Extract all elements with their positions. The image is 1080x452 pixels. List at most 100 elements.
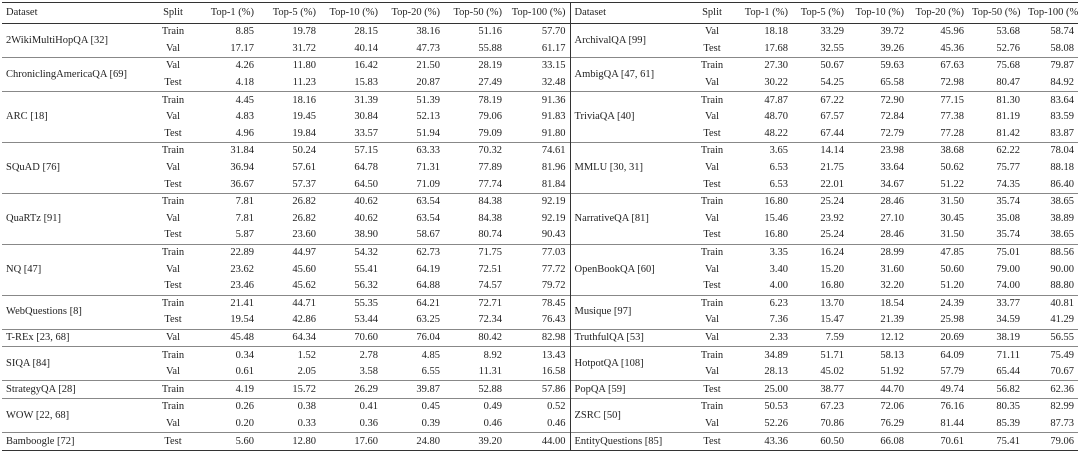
value-cell: 50.62 <box>940 162 964 174</box>
split-cell: Train <box>161 26 185 38</box>
value-cell: 36.67 <box>230 178 254 190</box>
value-cell: 24.39 <box>908 294 968 313</box>
split-cell: Val <box>166 212 180 224</box>
value-cell: 55.41 <box>354 263 378 275</box>
header-cell: Dataset <box>569 2 688 24</box>
value-cell: 3.35 <box>736 243 792 262</box>
value-cell: 55.88 <box>478 42 502 54</box>
value-cell: 23.98 <box>848 142 908 160</box>
value-cell: 81.42 <box>996 127 1020 139</box>
value-cell: 76.16 <box>908 398 968 416</box>
value-cell: 30.45 <box>940 212 964 224</box>
split-cell: Val <box>688 328 736 347</box>
dataset-cell: TruthfulQA [53] <box>569 328 688 347</box>
value-cell: 6.53 <box>769 178 788 190</box>
value-cell: 32.55 <box>820 42 844 54</box>
split-cell: Test <box>164 314 182 326</box>
value-cell: 56.82 <box>968 380 1024 399</box>
value-cell: 51.20 <box>940 280 964 292</box>
value-cell: 40.81 <box>1024 294 1078 313</box>
table-row: Val 17.17 31.72 40.14 47.73 55.88 61.17 Test 17.… <box>2 41 1078 58</box>
value-cell: 39.72 <box>880 26 904 38</box>
value-cell: 63.33 <box>382 142 444 160</box>
value-cell: 87.73 <box>1050 417 1074 429</box>
split-cell: Test <box>150 432 196 451</box>
value-cell: 62.73 <box>382 243 444 262</box>
split-cell: Test <box>703 127 721 139</box>
split-cell: Test <box>703 229 721 241</box>
value-cell: 0.26 <box>196 398 258 416</box>
value-cell: 75.49 <box>1024 346 1078 364</box>
value-cell: 33.77 <box>968 294 1024 313</box>
value-cell: 40.62 <box>354 212 378 224</box>
value-cell: 30.84 <box>354 111 378 123</box>
table-row: Test 4.96 19.84 33.57 51.94 79.09 91.80 Test 48.… <box>2 126 1078 143</box>
value-cell: 61.17 <box>541 42 566 54</box>
split-cell: Test <box>164 77 182 89</box>
value-cell: 71.31 <box>416 162 440 174</box>
value-cell: 38.90 <box>354 229 378 241</box>
value-cell: 11.23 <box>292 77 316 89</box>
value-cell: 47.87 <box>736 91 792 109</box>
value-cell: 64.78 <box>354 162 378 174</box>
value-cell: 33.15 <box>506 57 570 75</box>
value-cell: 0.46 <box>483 417 502 429</box>
dataset-cell: TriviaQA [40] <box>569 91 688 143</box>
value-cell: 75.01 <box>968 243 1024 262</box>
value-cell: 72.71 <box>444 294 506 313</box>
value-cell: 79.06 <box>478 111 502 123</box>
dataset-cell: NQ [47] <box>2 243 150 295</box>
value-cell: 0.49 <box>444 398 506 416</box>
split-cell: Test <box>688 432 736 451</box>
value-cell: 34.89 <box>736 346 792 364</box>
value-cell: 34.59 <box>996 314 1020 326</box>
split-cell: Train <box>688 398 736 416</box>
dataset-cell: Bamboogle [72] <box>2 432 150 451</box>
value-cell: 50.60 <box>940 263 964 275</box>
value-cell: 81.19 <box>996 111 1020 123</box>
value-cell: 50.53 <box>736 398 792 416</box>
dataset-cell: WOW [22, 68] <box>2 398 150 433</box>
value-cell: 66.08 <box>848 432 908 451</box>
value-cell: 47.85 <box>908 243 968 262</box>
value-cell: 21.41 <box>196 294 258 313</box>
value-cell: 44.00 <box>506 432 570 451</box>
value-cell: 80.35 <box>968 398 1024 416</box>
value-cell: 84.38 <box>478 212 502 224</box>
value-cell: 28.15 <box>354 26 378 38</box>
value-cell: 15.47 <box>820 314 844 326</box>
value-cell: 58.08 <box>1050 42 1074 54</box>
value-cell: 4.45 <box>196 91 258 109</box>
value-cell: 51.16 <box>478 26 502 38</box>
value-cell: 67.23 <box>792 398 848 416</box>
value-cell: 23.60 <box>292 229 316 241</box>
value-cell: 54.32 <box>320 243 382 262</box>
value-cell: 64.50 <box>354 178 378 190</box>
dataset-cell: T-REx [23, 68] <box>2 328 150 347</box>
value-cell: 53.68 <box>996 26 1020 38</box>
split-cell: Train <box>688 294 736 313</box>
split-cell: Val <box>705 263 719 275</box>
value-cell: 21.75 <box>820 162 844 174</box>
value-cell: 27.30 <box>736 57 792 75</box>
value-cell: 31.50 <box>908 192 968 211</box>
value-cell: 20.69 <box>908 328 968 347</box>
value-cell: 24.80 <box>382 432 444 451</box>
header-cell: Top-1 (%) <box>196 2 258 24</box>
table-row: Test 23.46 45.62 56.32 64.88 74.57 79.72 Test 4.… <box>2 278 1078 295</box>
table-body: 2WikiMultiHopQA [32] Train 8.85 19.78 28.15 3… <box>2 23 1078 451</box>
value-cell: 19.45 <box>292 111 316 123</box>
header-cell: Split <box>150 2 196 24</box>
value-cell: 2.05 <box>297 366 316 378</box>
table-row: ARC [18] Train 4.45 18.16 31.39 51.39 78.19 91.… <box>2 91 1078 143</box>
value-cell: 2.78 <box>320 346 382 364</box>
split-cell: Val <box>705 417 719 429</box>
value-cell: 65.58 <box>880 77 904 89</box>
value-cell: 88.18 <box>1050 162 1074 174</box>
value-cell: 1.52 <box>258 346 320 364</box>
dataset-cell: AmbigQA [47, 61] <box>569 57 688 92</box>
value-cell: 6.53 <box>769 162 788 174</box>
dataset-cell: ArchivalQA [99] <box>569 23 688 58</box>
value-cell: 77.74 <box>478 178 502 190</box>
value-cell: 39.20 <box>444 432 506 451</box>
